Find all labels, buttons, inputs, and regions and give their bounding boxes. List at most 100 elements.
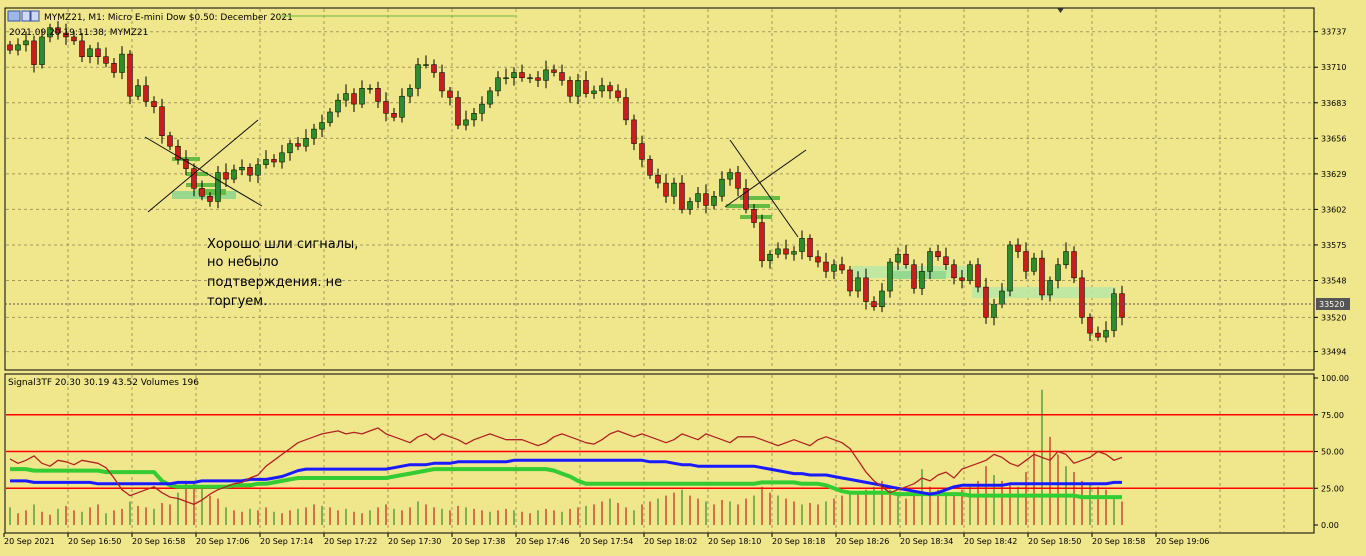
candle-body (975, 264, 981, 288)
candle (599, 77, 605, 98)
chart-window-icon[interactable] (7, 10, 21, 22)
candle-body (1111, 293, 1117, 331)
candle-body (1119, 293, 1125, 318)
candle (1071, 246, 1077, 284)
candle-body (727, 172, 733, 180)
price-tick-label: 33575 (1321, 241, 1346, 250)
candle (1063, 242, 1069, 269)
candle (1111, 288, 1117, 338)
candle (175, 139, 181, 165)
candle (327, 108, 333, 127)
trendline[interactable] (724, 149, 807, 208)
candle (319, 114, 325, 138)
candle-body (999, 290, 1005, 305)
candle (23, 31, 29, 52)
candle-body (375, 88, 381, 102)
candle-body (447, 90, 453, 98)
price-tick-label: 33520 (1321, 313, 1346, 322)
candle-body (855, 277, 861, 292)
candle-body (55, 27, 61, 34)
candle (839, 256, 845, 274)
candle-body (463, 119, 469, 126)
candle-body (1031, 257, 1037, 272)
trendline[interactable] (144, 136, 263, 207)
candle-body (1103, 330, 1109, 338)
candle (423, 55, 429, 69)
time-tick-label: 20 Sep 18:02 (644, 537, 697, 546)
shift-marker-icon[interactable] (1057, 8, 1064, 13)
candle-body (439, 72, 445, 92)
candle-body (247, 167, 253, 176)
candle (151, 96, 157, 114)
candle-body (927, 251, 933, 272)
candle (775, 242, 781, 259)
candle-body (327, 111, 333, 123)
candle-body (215, 172, 221, 202)
candle-body (479, 103, 485, 114)
candle (103, 47, 109, 68)
candle-body (631, 119, 637, 144)
candle-body (527, 77, 533, 80)
candle (703, 184, 709, 214)
price-tick-label: 33683 (1321, 99, 1346, 108)
candle-body (703, 193, 709, 206)
candle (511, 67, 517, 86)
current-price-box (1316, 298, 1350, 310)
annotation-line-1: Хорошо шли сигналы, (207, 237, 358, 252)
candle-body (535, 77, 541, 81)
candle-body (39, 36, 45, 65)
candle (183, 150, 189, 176)
candle-body (607, 85, 613, 92)
candle-body (951, 264, 957, 279)
candle-body (1087, 317, 1093, 334)
indicator-tick-label: 75.00 (1321, 411, 1344, 420)
candle-body (663, 182, 669, 197)
price-tick-label: 33656 (1321, 134, 1346, 143)
candle (455, 90, 461, 130)
annotation-text[interactable]: Хорошо шли сигналы, но небыло подтвержде… (207, 237, 358, 309)
candle-body (7, 44, 13, 51)
chart-window-icon-2 (21, 10, 31, 22)
candle-body (271, 159, 277, 163)
candle-body (599, 85, 605, 92)
candle-body (223, 172, 229, 180)
candle (399, 88, 405, 123)
candle (919, 263, 925, 295)
candle (167, 131, 173, 151)
candle-body (591, 90, 597, 94)
candle-body (455, 97, 461, 126)
candle-body (431, 64, 437, 73)
candle (855, 271, 861, 298)
trendline-drawings[interactable] (144, 119, 807, 238)
candle-body (79, 40, 85, 57)
candle (471, 108, 477, 127)
candle (551, 64, 557, 77)
time-tick-label: 20 Sep 18:18 (772, 537, 825, 546)
candle (255, 158, 261, 184)
candle-body (15, 44, 21, 51)
candle (359, 80, 365, 109)
candle-body (47, 27, 53, 38)
candle-body (335, 99, 341, 113)
candle-body (991, 303, 997, 318)
datetime-label: 2021.09.20 19:11:38; MYMZ21 (9, 28, 148, 38)
window-icon[interactable] (7, 10, 40, 22)
candle (575, 73, 581, 105)
candle-body (87, 48, 93, 57)
candle-body (767, 253, 773, 261)
indicator-levels (6, 414, 1313, 489)
candle (191, 163, 197, 197)
candle (335, 93, 341, 118)
candle-body (1055, 264, 1061, 281)
price-tick-label: 33548 (1321, 276, 1346, 285)
trendline[interactable] (729, 139, 799, 238)
candle (991, 298, 997, 326)
candle (311, 123, 317, 145)
candle (47, 23, 53, 43)
candle (231, 164, 237, 184)
candle-body (559, 72, 565, 81)
trendline[interactable] (147, 119, 259, 213)
time-tick-label: 20 Sep 17:38 (452, 537, 505, 546)
candle (343, 84, 349, 107)
